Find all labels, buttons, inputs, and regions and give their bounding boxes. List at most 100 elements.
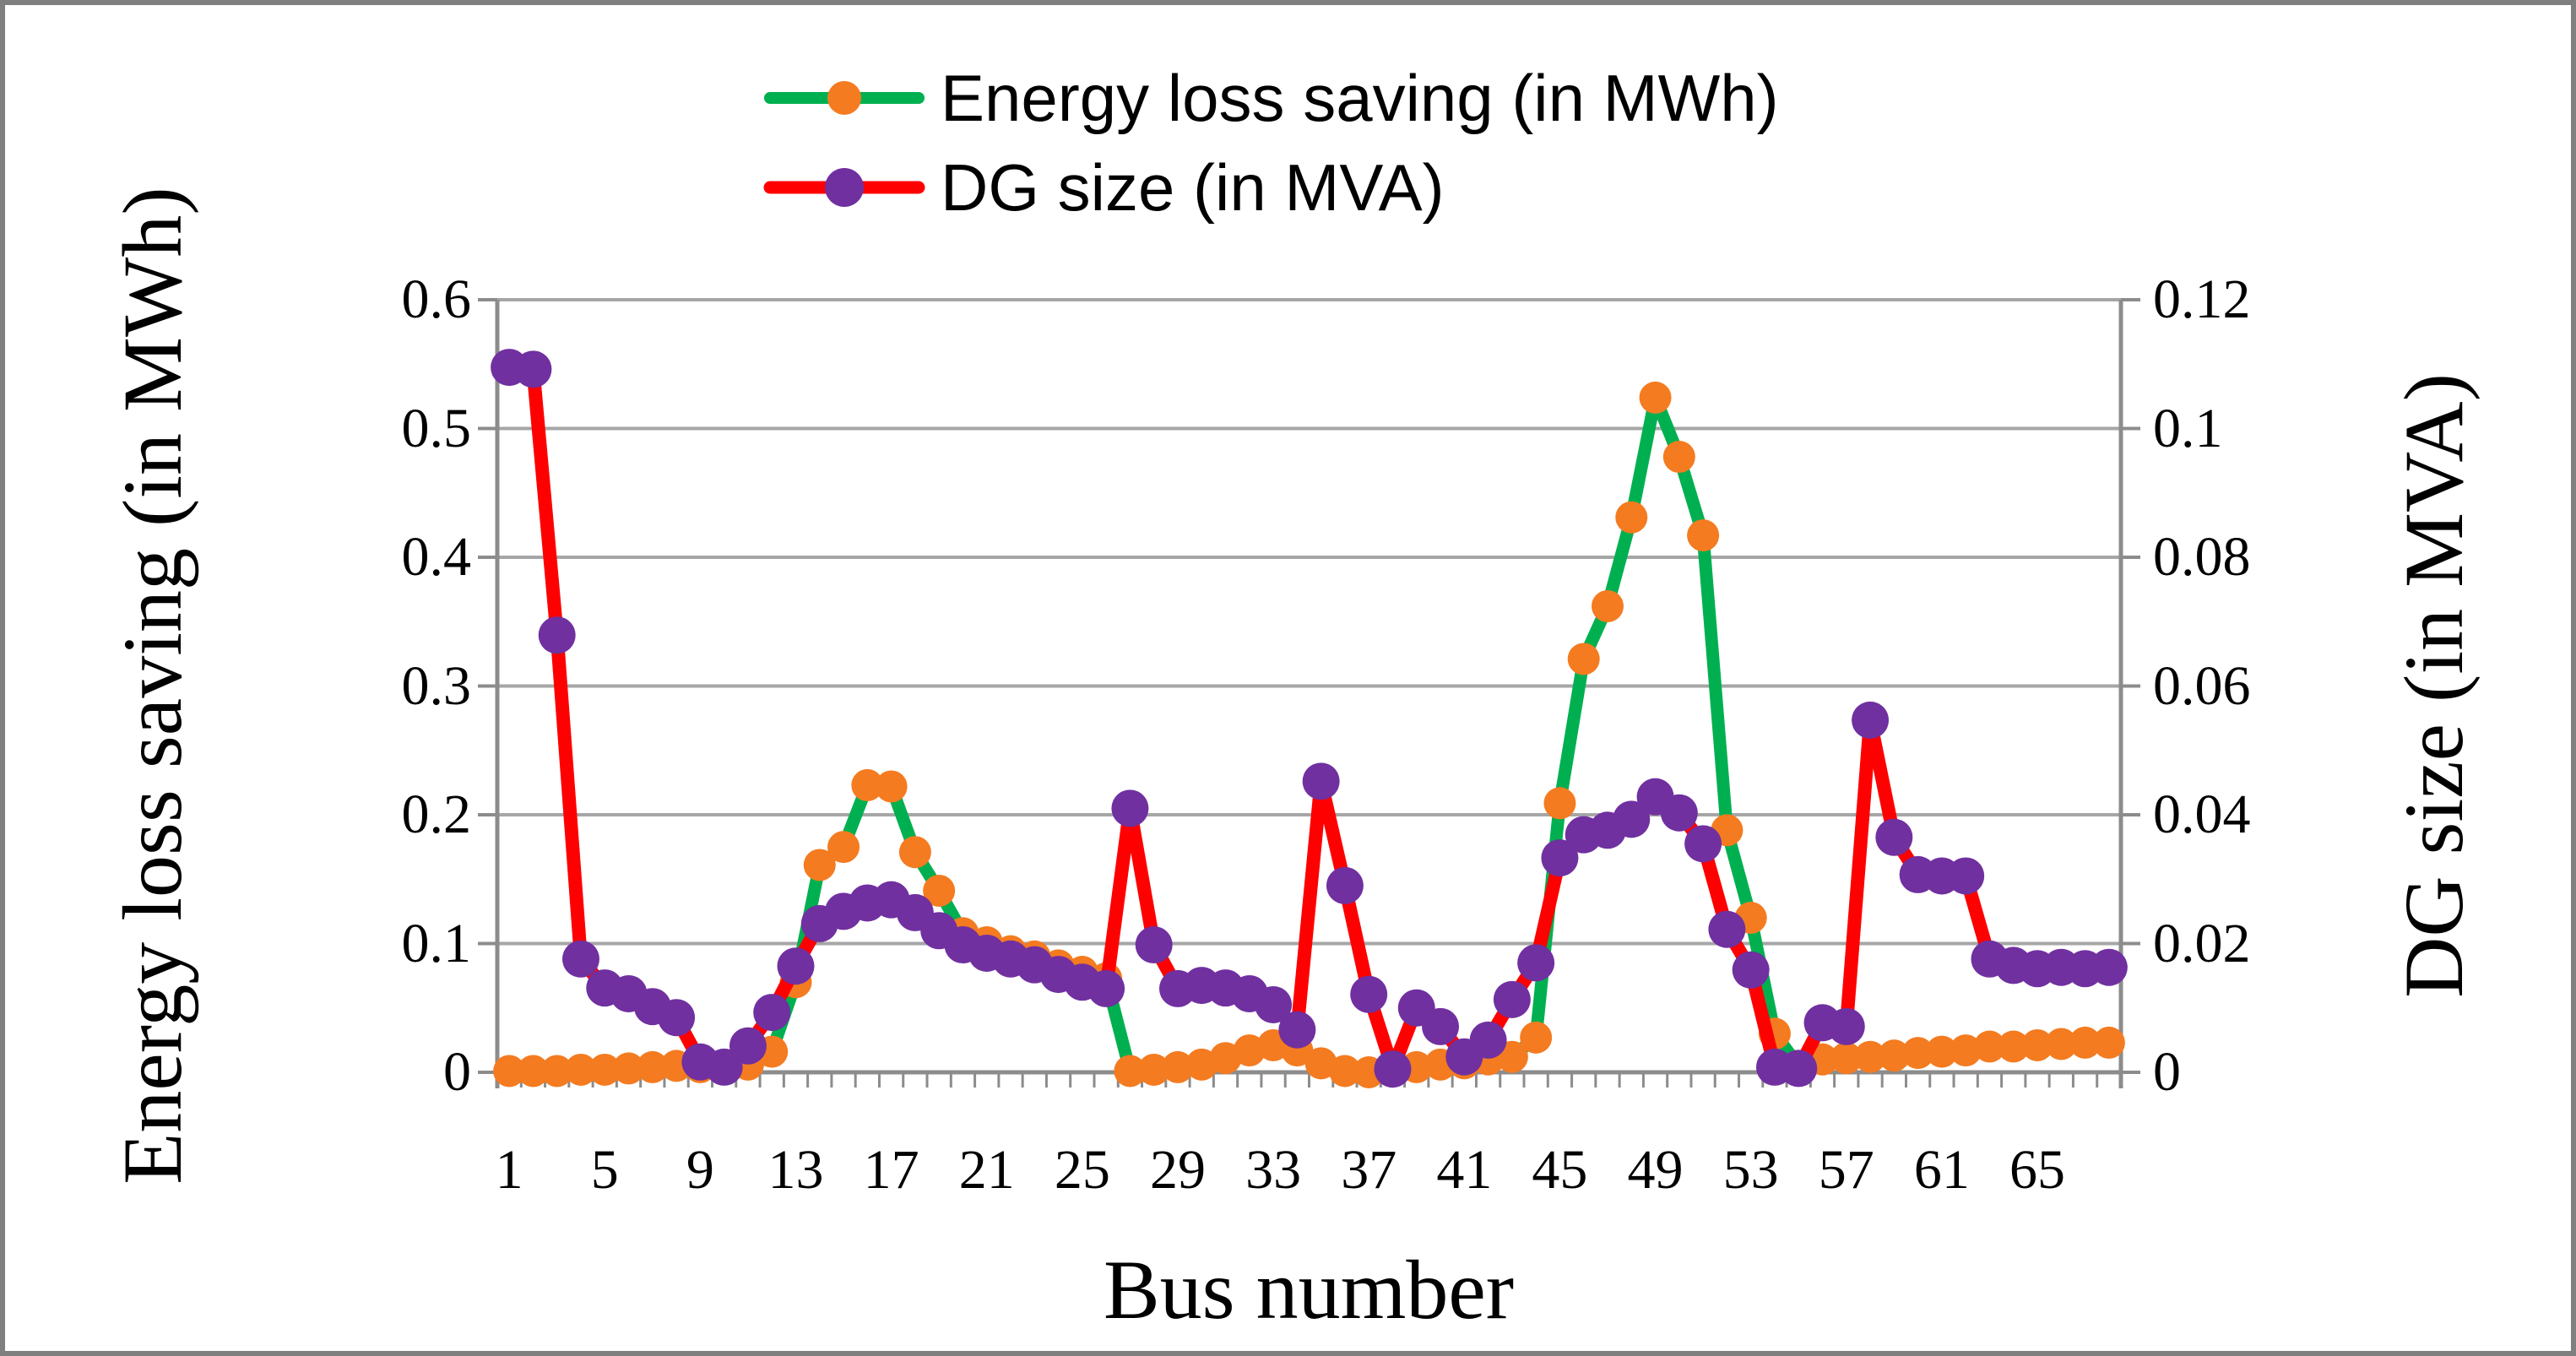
data-point-dg-bus-13 [777, 947, 815, 985]
data-point-dg-bus-4 [561, 940, 599, 978]
data-point-dg-bus-53 [1732, 951, 1770, 989]
x-axis-tick-label: 21 [958, 1139, 1015, 1201]
x-axis-tick-label: 53 [1722, 1139, 1779, 1201]
data-point-energy-bus-3 [540, 1055, 573, 1088]
right-axis-tick-label: 0.06 [2153, 654, 2251, 717]
data-point-energy-bus-18 [898, 836, 931, 869]
legend-label-dg-size: DG size (in MVA) [941, 149, 1445, 225]
data-point-dg-bus-58 [1852, 701, 1890, 739]
data-point-energy-bus-45 [1543, 787, 1576, 820]
data-point-energy-bus-61 [1925, 1035, 1958, 1068]
left-axis-tick-label: 0.6 [401, 268, 472, 330]
data-point-energy-bus-17 [875, 770, 908, 803]
legend-swatch-energy-icon [764, 81, 925, 115]
data-point-energy-bus-16 [851, 768, 884, 801]
data-point-energy-bus-28 [1137, 1053, 1170, 1086]
x-axis-tick-label: 65 [2009, 1139, 2066, 1201]
data-point-energy-bus-44 [1520, 1021, 1553, 1054]
data-point-dg-bus-57 [1827, 1007, 1865, 1045]
data-point-energy-bus-4 [564, 1053, 597, 1086]
data-point-energy-bus-48 [1615, 501, 1648, 534]
data-point-energy-bus-65 [2021, 1028, 2054, 1061]
data-point-dg-bus-38 [1374, 1050, 1412, 1088]
data-point-energy-bus-1 [493, 1055, 526, 1088]
data-point-dg-bus-2 [514, 350, 552, 388]
legend-swatch-dg-icon [763, 168, 925, 207]
x-axis-tick-label: 9 [686, 1139, 714, 1201]
data-point-dg-bus-50 [1660, 794, 1698, 832]
data-point-dg-bus-34 [1278, 1011, 1316, 1049]
data-point-energy-bus-62 [1950, 1034, 1982, 1067]
data-point-dg-bus-68 [2090, 948, 2128, 986]
x-axis-tick-label: 49 [1627, 1139, 1684, 1201]
data-point-dg-bus-37 [1350, 975, 1388, 1013]
left-axis-tick-label: 0.3 [401, 654, 472, 717]
data-point-energy-bus-64 [1997, 1030, 2030, 1063]
data-point-energy-bus-59 [1878, 1039, 1911, 1072]
data-point-energy-bus-66 [2045, 1028, 2078, 1060]
data-point-energy-bus-14 [803, 849, 836, 881]
right-axis-tick-label: 0.08 [2153, 526, 2251, 588]
data-point-dg-bus-43 [1493, 980, 1531, 1018]
x-axis-tick-label: 57 [1818, 1139, 1874, 1201]
data-point-energy-bus-58 [1854, 1040, 1887, 1073]
data-point-dg-bus-42 [1469, 1021, 1507, 1059]
data-point-energy-bus-29 [1161, 1050, 1194, 1083]
x-axis-title: Bus number [1103, 1243, 1515, 1337]
data-point-dg-bus-52 [1708, 910, 1746, 948]
data-point-dg-bus-35 [1302, 762, 1340, 800]
data-point-energy-bus-46 [1567, 643, 1600, 675]
data-point-dg-bus-8 [658, 999, 696, 1037]
data-point-energy-bus-47 [1591, 589, 1624, 622]
data-point-energy-bus-57 [1830, 1042, 1863, 1075]
x-axis-tick-label: 13 [767, 1139, 824, 1201]
left-axis-tick-label: 0.1 [401, 912, 472, 974]
data-point-dg-bus-62 [1947, 857, 1985, 895]
data-point-energy-bus-51 [1687, 519, 1720, 552]
data-point-energy-bus-50 [1662, 441, 1695, 474]
data-point-dg-bus-44 [1517, 944, 1555, 982]
x-axis-tick-label: 1 [495, 1139, 523, 1201]
data-point-dg-bus-26 [1087, 969, 1125, 1007]
data-point-energy-bus-68 [2092, 1026, 2125, 1059]
data-point-dg-bus-33 [1255, 985, 1293, 1023]
x-axis-tick-label: 33 [1245, 1139, 1302, 1201]
data-point-dg-bus-40 [1422, 1007, 1460, 1045]
data-point-dg-bus-55 [1780, 1050, 1818, 1088]
left-axis-tick-label: 0 [443, 1041, 471, 1103]
left-axis-tick-label: 0.4 [401, 526, 472, 588]
right-axis-tick-label: 0.04 [2153, 784, 2251, 845]
data-point-energy-bus-63 [1973, 1030, 2006, 1063]
x-axis-tick-label: 17 [863, 1139, 919, 1201]
data-point-energy-bus-19 [923, 874, 956, 907]
legend-item-dg-size: DG size (in MVA) [763, 147, 1779, 228]
data-point-energy-bus-5 [588, 1053, 621, 1086]
legend-label-energy-loss-saving: Energy loss saving (in MWh) [941, 60, 1779, 135]
x-axis-tick-label: 37 [1341, 1139, 1397, 1201]
right-axis-tick-label: 0 [2153, 1041, 2181, 1103]
data-point-dg-bus-36 [1326, 866, 1364, 904]
data-point-dg-bus-10 [705, 1048, 743, 1086]
right-axis-tick-label: 0.12 [2153, 268, 2251, 330]
left-axis-tick-label: 0.2 [401, 784, 472, 845]
legend-item-energy-loss-saving: Energy loss saving (in MWh) [763, 57, 1779, 138]
x-axis-tick-label: 25 [1054, 1139, 1110, 1201]
data-point-energy-bus-60 [1901, 1037, 1934, 1070]
data-point-dg-bus-11 [729, 1027, 767, 1065]
data-point-dg-bus-48 [1613, 800, 1651, 838]
data-point-dg-bus-51 [1684, 825, 1722, 863]
left-axis-tick-label: 0.5 [401, 397, 472, 459]
data-point-energy-bus-2 [517, 1055, 550, 1088]
x-axis-tick-label: 61 [1913, 1139, 1970, 1201]
plot-area [478, 298, 2140, 1088]
right-axis-title: DG size (in MVA) [2387, 373, 2481, 998]
data-point-dg-bus-59 [1875, 818, 1913, 856]
data-point-energy-bus-36 [1328, 1055, 1361, 1088]
data-point-energy-bus-15 [827, 831, 860, 864]
data-point-energy-bus-7 [636, 1050, 669, 1083]
x-axis-tick-label: 41 [1436, 1139, 1493, 1201]
data-point-energy-bus-67 [2069, 1026, 2101, 1059]
x-axis-tick-label: 45 [1532, 1139, 1588, 1201]
data-point-energy-bus-32 [1233, 1034, 1266, 1067]
